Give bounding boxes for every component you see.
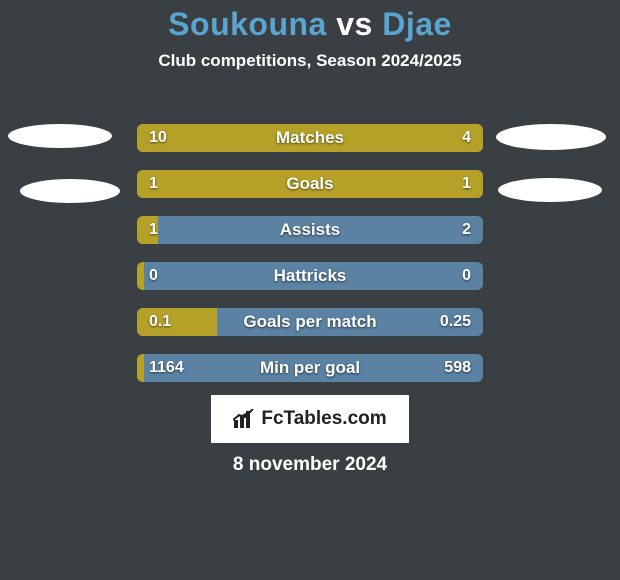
- avatar-right-2: [498, 178, 602, 202]
- avatar-left-1: [8, 124, 112, 148]
- stat-label: Hattricks: [137, 262, 483, 290]
- bar-chart-icon: [233, 409, 255, 429]
- watermark-text: FcTables.com: [261, 408, 386, 430]
- stat-label: Goals per match: [137, 308, 483, 336]
- stat-row: 0.10.25Goals per match: [137, 308, 483, 336]
- stat-label: Goals: [137, 170, 483, 198]
- title-vs: vs: [336, 6, 373, 42]
- page-title: Soukouna vs Djae: [0, 0, 620, 43]
- avatar-right-1: [496, 124, 606, 150]
- subtitle: Club competitions, Season 2024/2025: [0, 51, 620, 71]
- stat-row: 104Matches: [137, 124, 483, 152]
- title-player-left: Soukouna: [168, 6, 327, 42]
- stat-label: Matches: [137, 124, 483, 152]
- watermark: FcTables.com: [211, 395, 409, 443]
- date-label: 8 november 2024: [0, 454, 620, 476]
- comparison-infographic: Soukouna vs Djae Club competitions, Seas…: [0, 0, 620, 580]
- stat-row: 12Assists: [137, 216, 483, 244]
- avatar-left-2: [20, 179, 120, 203]
- title-player-right: Djae: [382, 6, 452, 42]
- stat-row: 11Goals: [137, 170, 483, 198]
- stat-row: 1164598Min per goal: [137, 354, 483, 382]
- stat-rows: 104Matches 11Goals 12Assists 00Hattricks 0.1…: [137, 124, 483, 400]
- stat-label: Min per goal: [137, 354, 483, 382]
- stat-row: 00Hattricks: [137, 262, 483, 290]
- stat-label: Assists: [137, 216, 483, 244]
